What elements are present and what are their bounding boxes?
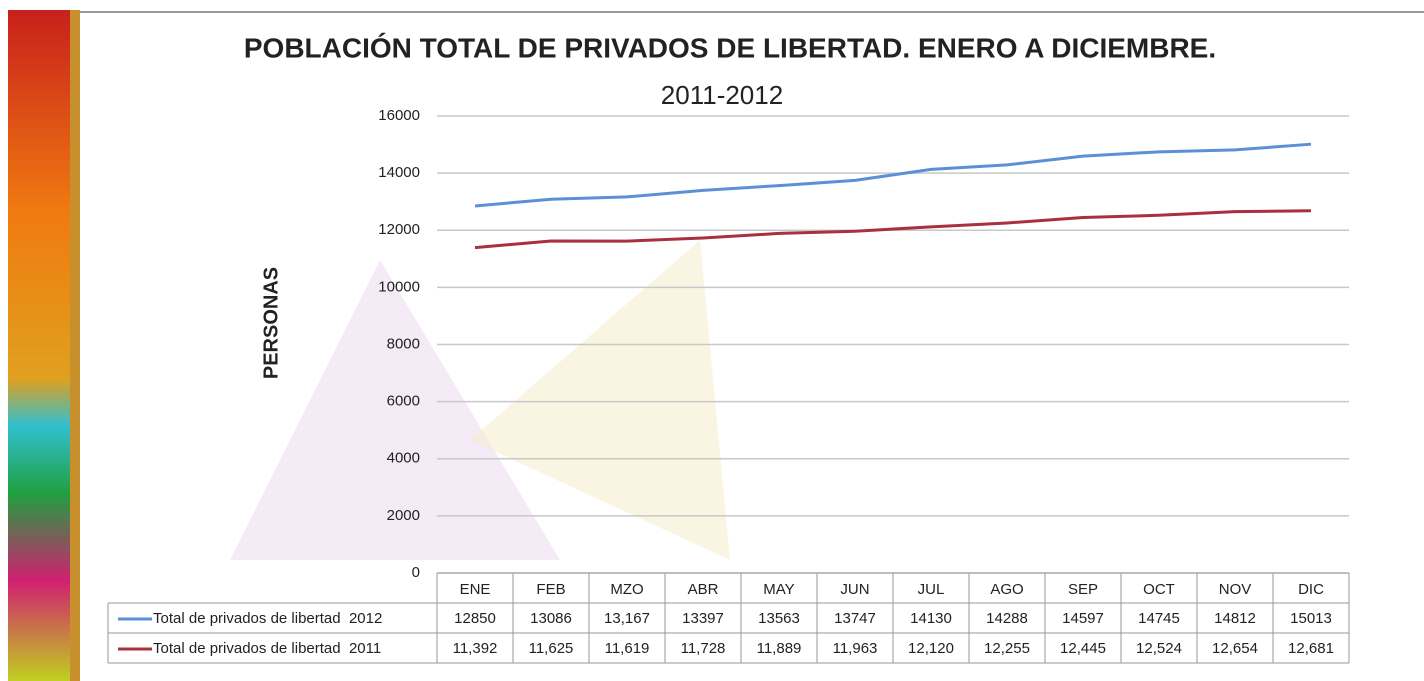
y-tick-label: 2000 [387, 507, 420, 524]
y-tick-label: 12000 [378, 221, 420, 238]
data-label: 12850 [454, 610, 496, 627]
y-tick-label: 8000 [387, 335, 420, 352]
data-label: 14130 [910, 610, 952, 627]
x-tick-label: FEB [536, 581, 565, 598]
x-tick-label: AGO [990, 581, 1023, 598]
chart-title: POBLACIÓN TOTAL DE PRIVADOS DE LIBERTAD.… [244, 32, 1216, 63]
data-label: 12,681 [1288, 640, 1334, 657]
data-label: 14288 [986, 610, 1028, 627]
x-tick-label: ENE [460, 581, 491, 598]
data-label: 14597 [1062, 610, 1104, 627]
legend-label: Total de privados de libertad 2011 [153, 640, 381, 657]
y-tick-label: 0 [412, 564, 420, 581]
y-tick-label: 14000 [378, 164, 420, 181]
data-label: 12,445 [1060, 640, 1106, 657]
x-tick-label: MAY [763, 581, 794, 598]
chart-subtitle: 2011-2012 [661, 80, 783, 110]
data-label: 11,625 [529, 640, 574, 657]
series-line [474, 142, 1312, 208]
data-label: 11,619 [605, 640, 650, 657]
y-tick-label: 4000 [387, 450, 420, 467]
data-label: 12,524 [1136, 640, 1182, 657]
data-label: 13563 [758, 610, 800, 627]
data-label: 12,120 [908, 640, 954, 657]
data-label: 14745 [1138, 610, 1180, 627]
data-label: 13747 [834, 610, 876, 627]
data-label: 15013 [1290, 610, 1332, 627]
x-tick-label: OCT [1143, 581, 1175, 598]
x-tick-label: ABR [688, 581, 719, 598]
x-tick-label: DIC [1298, 581, 1324, 598]
data-label: 13397 [682, 610, 724, 627]
y-tick-label: 16000 [378, 107, 420, 124]
legend-label: Total de privados de libertad 2012 [153, 610, 382, 627]
data-label: 11,392 [453, 640, 498, 657]
data-label: 14812 [1214, 610, 1256, 627]
data-label: 13086 [530, 610, 572, 627]
x-tick-label: JUL [918, 581, 945, 598]
y-tick-label: 10000 [378, 278, 420, 295]
data-label: 11,889 [757, 640, 802, 657]
data-label: 11,963 [833, 640, 878, 657]
data-label: 13,167 [604, 610, 650, 627]
x-tick-label: JUN [840, 581, 869, 598]
x-tick-label: SEP [1068, 581, 1098, 598]
y-axis-label: PERSONAS [260, 267, 282, 379]
data-label: 12,255 [984, 640, 1030, 657]
x-tick-label: MZO [610, 581, 643, 598]
data-label: 12,654 [1212, 640, 1258, 657]
data-label: 11,728 [681, 640, 726, 657]
x-tick-label: NOV [1219, 581, 1252, 598]
series-line [474, 209, 1312, 250]
decoration [8, 10, 1424, 681]
y-tick-label: 6000 [387, 393, 420, 410]
